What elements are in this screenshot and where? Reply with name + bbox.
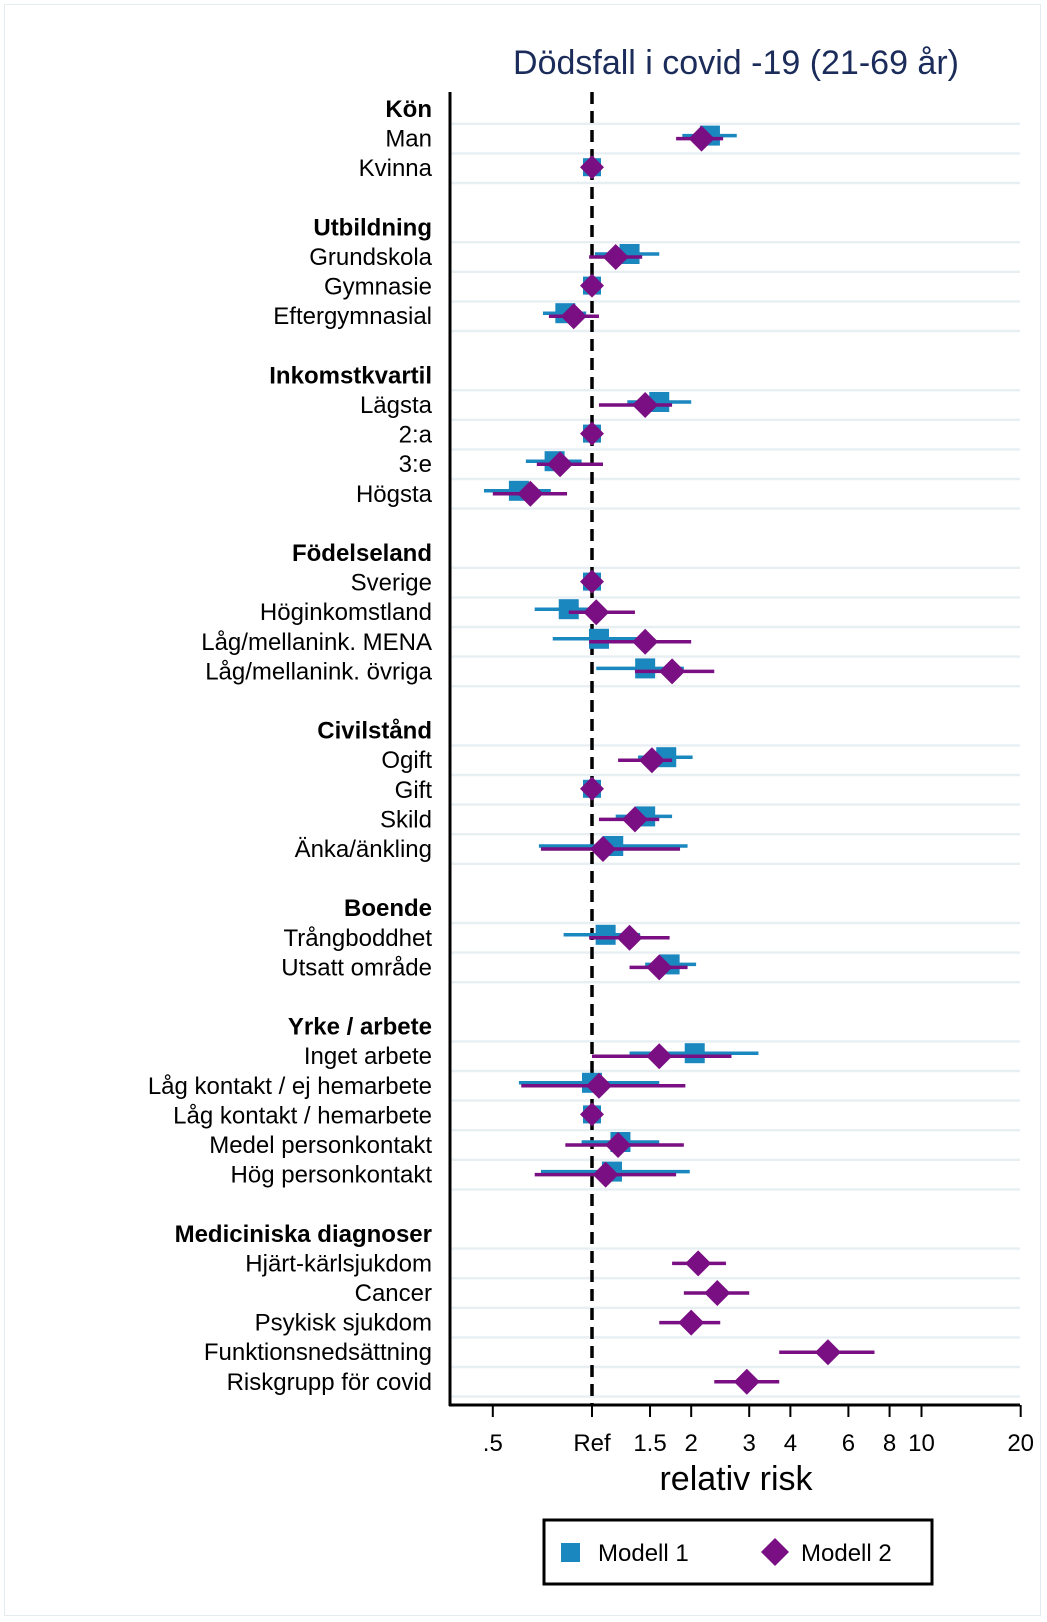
row-label: Funktionsnedsättning (204, 1339, 432, 1366)
row-label: Skild (380, 806, 432, 833)
legend-swatch-modell2 (761, 1538, 789, 1566)
modell2-marker (646, 954, 673, 981)
modell2-marker (621, 806, 648, 833)
x-tick-label: 4 (784, 1430, 797, 1457)
row-label: Hög personkontakt (231, 1162, 433, 1189)
modell2-marker (616, 924, 643, 951)
modell1-marker (684, 1043, 705, 1064)
modell2-marker (733, 1368, 760, 1395)
modell2-marker (580, 155, 604, 180)
estimate-markers (483, 125, 875, 1395)
modell2-marker (704, 1280, 731, 1306)
modell2-marker (592, 1161, 619, 1188)
row-label: Låg/mellanink. MENA (201, 629, 432, 656)
row-label: Sverige (351, 570, 432, 597)
modell2-marker (560, 303, 587, 330)
modell2-marker (659, 658, 686, 685)
row-label: Riskgrupp för covid (227, 1369, 432, 1396)
modell2-marker (583, 599, 610, 626)
row-label: Låg kontakt / hemarbete (173, 1102, 432, 1129)
row-label: Högsta (356, 481, 433, 508)
modell2-marker (585, 1072, 612, 1099)
row-label: Kvinna (359, 155, 433, 182)
row-label: Medel personkontakt (209, 1132, 432, 1159)
modell2-marker (632, 392, 659, 418)
legend-box (542, 1518, 934, 1586)
modell2-marker (590, 836, 617, 862)
group-header: Mediciniska diagnoser (175, 1221, 432, 1248)
row-label: Utsatt område (281, 954, 432, 981)
row-label: Änka/änkling (295, 836, 432, 863)
modell2-marker (547, 451, 574, 478)
row-label: Gymnasie (324, 274, 432, 301)
modell2-marker (580, 776, 604, 801)
row-label: 2:a (399, 422, 433, 449)
axes: .5 Ref 1.5 2 3 4 6 8 10 20 (448, 92, 1034, 1457)
row-label: Lägsta (360, 392, 433, 419)
row-label: Man (385, 126, 432, 153)
group-header: Civilstånd (317, 718, 432, 745)
modell2-marker (580, 273, 604, 298)
x-tick-label: 3 (743, 1430, 756, 1457)
modell2-marker (688, 125, 715, 152)
row-label: Inget arbete (304, 1043, 432, 1070)
modell2-marker (580, 569, 604, 594)
modell2-marker (517, 480, 544, 507)
chart-frame (4, 4, 1041, 1616)
row-label: Hjärt-kärlsjukdom (245, 1250, 432, 1277)
x-tick-label: 20 (1007, 1430, 1034, 1457)
modell2-marker (678, 1309, 705, 1336)
row-label: Höginkomstland (260, 599, 432, 626)
modell2-marker (638, 747, 665, 774)
chart-title: Dödsfall i covid -19 (21-69 år) (513, 44, 959, 82)
group-header: Utbildning (313, 214, 432, 241)
modell2-marker (632, 628, 659, 655)
legend-label-modell1: Modell 1 (598, 1540, 689, 1567)
row-label: Psykisk sjukdom (255, 1310, 432, 1337)
row-label: Låg kontakt / ej hemarbete (148, 1073, 432, 1100)
x-axis-title: relativ risk (659, 1460, 813, 1498)
group-header: Kön (385, 96, 432, 123)
modell1-marker (558, 599, 579, 620)
modell2-marker (814, 1339, 841, 1366)
x-tick-label: 1.5 (633, 1430, 666, 1457)
modell2-marker (580, 1102, 604, 1127)
group-header: Yrke / arbete (288, 1014, 432, 1041)
x-tick-label: 8 (883, 1430, 896, 1457)
gridlines (450, 122, 1020, 1398)
x-tick-label: Ref (573, 1430, 611, 1457)
x-tick-label: 10 (908, 1430, 935, 1457)
row-label: Ogift (381, 747, 432, 774)
group-header: Födelseland (292, 540, 432, 567)
modell1-marker (635, 658, 656, 679)
x-tick-label: .5 (483, 1430, 503, 1457)
group-header: Boende (344, 895, 432, 922)
x-tick-label: 2 (685, 1430, 698, 1457)
legend: Modell 1 Modell 2 (542, 1518, 934, 1586)
row-label: Eftergymnasial (273, 303, 432, 330)
row-label: Trångboddhet (283, 925, 432, 952)
modell2-marker (685, 1250, 712, 1277)
modell1-marker (595, 924, 616, 945)
x-tick-label: 6 (842, 1430, 855, 1457)
row-label: Cancer (355, 1280, 432, 1307)
modell2-marker (605, 1132, 632, 1158)
row-label: Grundskola (309, 244, 432, 271)
legend-label-modell2: Modell 2 (801, 1540, 892, 1567)
group-header: Inkomstkvartil (269, 362, 432, 389)
modell2-marker (580, 421, 604, 446)
legend-swatch-modell1 (561, 1543, 580, 1562)
modell2-marker (646, 1043, 673, 1070)
row-label: Låg/mellanink. övriga (205, 658, 432, 685)
row-label: Gift (395, 777, 433, 804)
modell1-marker (588, 628, 609, 649)
modell2-marker (602, 244, 629, 270)
row-label: 3:e (399, 451, 432, 478)
